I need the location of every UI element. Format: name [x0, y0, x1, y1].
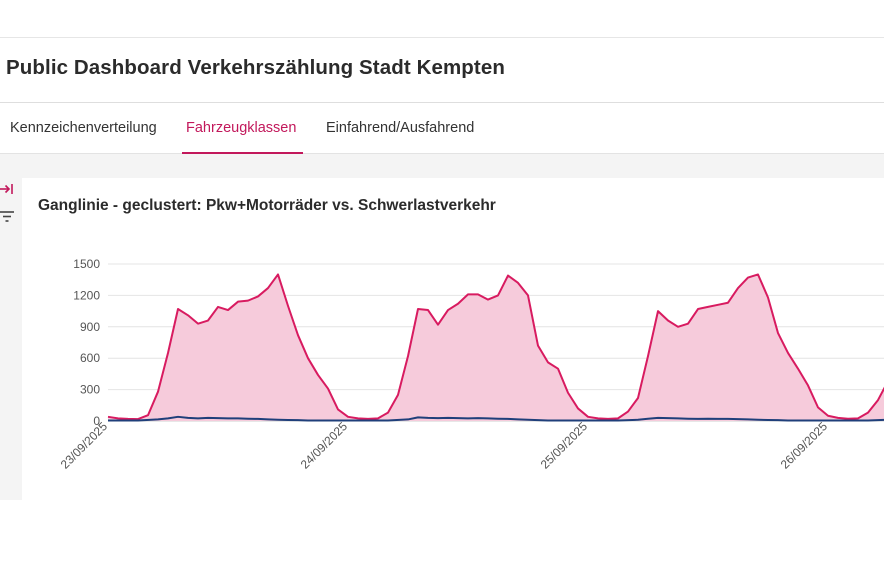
- filter-icon[interactable]: [0, 208, 16, 224]
- top-bar: [0, 0, 884, 38]
- tab-einfahrend-ausfahrend[interactable]: Einfahrend/Ausfahrend: [326, 120, 475, 136]
- tab-kennzeichenverteilung[interactable]: Kennzeichenverteilung: [10, 120, 157, 136]
- active-tab-indicator: [182, 152, 303, 154]
- collapse-sidebar-icon[interactable]: [0, 181, 16, 197]
- chart-card: Ganglinie - geclustert: Pkw+Motorräder v…: [22, 178, 884, 500]
- divider: [0, 102, 884, 103]
- tab-fahrzeugklassen[interactable]: Fahrzeugklassen: [186, 120, 297, 136]
- page-title: Public Dashboard Verkehrszählung Stadt K…: [6, 56, 505, 79]
- chart-title: Ganglinie - geclustert: Pkw+Motorräder v…: [38, 197, 496, 214]
- tab-bar: Kennzeichenverteilung Fahrzeugklassen Ei…: [0, 103, 884, 154]
